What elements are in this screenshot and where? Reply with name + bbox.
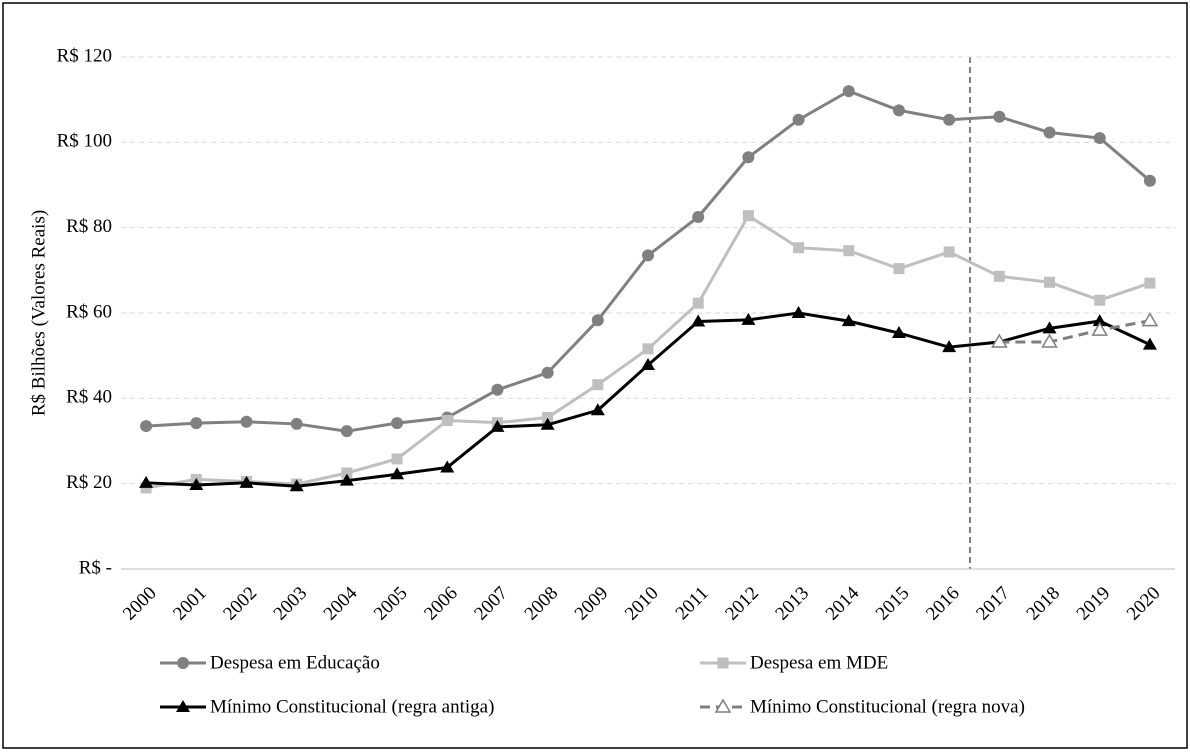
point: [240, 415, 253, 428]
point: [893, 263, 905, 275]
point: [490, 419, 505, 432]
point: [641, 358, 655, 371]
legend-label: Despesa em MDE: [750, 652, 888, 673]
point: [792, 113, 805, 126]
point: [340, 425, 353, 438]
point: [390, 467, 405, 480]
point: [742, 210, 754, 222]
point: [841, 314, 856, 327]
point: [1044, 276, 1056, 288]
point: [239, 475, 254, 488]
point: [1144, 277, 1156, 289]
point: [140, 420, 153, 433]
point: [590, 403, 605, 416]
y-tick-label: R$ 40: [66, 387, 112, 408]
y-tick-label: R$ 120: [57, 45, 112, 66]
point: [391, 453, 403, 465]
y-tick-label: R$ 60: [66, 301, 112, 322]
point: [842, 85, 855, 98]
point: [542, 412, 554, 424]
point: [691, 314, 706, 327]
point: [1141, 312, 1159, 327]
point: [642, 249, 654, 262]
point: [843, 245, 855, 257]
point: [1041, 333, 1058, 348]
point: [791, 306, 806, 318]
point: [943, 246, 955, 258]
point: [741, 312, 756, 325]
point: [1093, 132, 1106, 145]
point: [1094, 294, 1106, 306]
point: [491, 383, 504, 396]
point: [942, 340, 957, 353]
point: [289, 479, 304, 492]
point: [391, 417, 404, 430]
point: [1091, 321, 1109, 336]
y-axis-label: R$ Bilhões (Valores Reais): [28, 210, 49, 416]
y-tick-label: R$ 100: [57, 131, 112, 152]
point: [991, 333, 1008, 348]
point: [441, 415, 453, 427]
y-tick-label: R$ -: [79, 557, 112, 578]
legend-marker: [714, 698, 732, 713]
point: [943, 113, 956, 126]
point: [339, 473, 354, 486]
point: [190, 417, 203, 430]
point: [290, 417, 303, 430]
point: [1143, 174, 1156, 187]
point: [692, 297, 704, 309]
point: [592, 379, 604, 391]
legend-label: Mínimo Constitucional (regra nova): [750, 696, 1025, 717]
point: [541, 366, 554, 379]
point: [341, 467, 353, 479]
point: [993, 110, 1006, 123]
series-line: [999, 319, 1151, 344]
point: [540, 417, 555, 430]
legend-marker: [177, 657, 189, 669]
point: [591, 314, 604, 327]
y-tick-label: R$ 20: [66, 472, 112, 493]
point: [692, 211, 705, 223]
legend-label: Despesa em Educação: [210, 652, 380, 673]
legend-label: Mínimo Constitucional (regra antiga): [210, 696, 494, 717]
point: [892, 104, 905, 117]
point: [1092, 314, 1107, 327]
point: [642, 343, 654, 355]
point: [1043, 126, 1056, 139]
point: [891, 326, 906, 339]
legend-marker: [717, 657, 729, 669]
point: [993, 270, 1005, 282]
point: [440, 460, 455, 473]
point: [139, 475, 154, 488]
legend-marker: [176, 700, 190, 712]
point: [140, 482, 152, 494]
point: [793, 242, 805, 254]
point: [1142, 337, 1157, 350]
point: [1042, 321, 1057, 334]
point: [742, 151, 755, 164]
point: [189, 477, 204, 490]
y-tick-label: R$ 80: [66, 216, 112, 237]
